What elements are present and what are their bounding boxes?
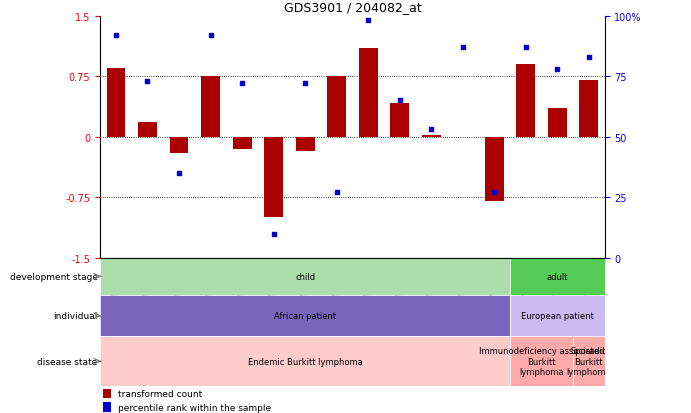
Bar: [258, 258, 290, 259]
Bar: [296, 137, 314, 152]
Point: [331, 190, 342, 196]
Bar: [321, 258, 352, 259]
Bar: [103, 389, 111, 398]
Point: [426, 127, 437, 133]
Bar: [573, 258, 605, 259]
Point: [552, 66, 563, 73]
Text: European patient: European patient: [521, 311, 594, 320]
Bar: [100, 337, 510, 386]
Bar: [227, 258, 258, 259]
Bar: [510, 295, 605, 337]
Text: percentile rank within the sample: percentile rank within the sample: [118, 403, 271, 412]
Bar: [264, 137, 283, 218]
Text: transformed count: transformed count: [118, 389, 202, 398]
Bar: [106, 69, 125, 137]
Bar: [478, 258, 510, 259]
Bar: [415, 258, 447, 259]
Point: [111, 33, 122, 39]
Bar: [510, 258, 605, 295]
Text: African patient: African patient: [274, 311, 337, 320]
Point: [173, 170, 184, 177]
Bar: [516, 65, 536, 137]
Bar: [352, 258, 384, 259]
Point: [268, 230, 279, 237]
Text: Immunodeficiency associated
Burkitt
lymphoma: Immunodeficiency associated Burkitt lymp…: [479, 347, 605, 376]
Bar: [542, 258, 573, 259]
Point: [457, 45, 468, 51]
Text: child: child: [295, 272, 315, 281]
Text: individual: individual: [53, 311, 97, 320]
Bar: [384, 258, 415, 259]
Bar: [138, 123, 157, 137]
Bar: [359, 49, 377, 137]
Bar: [100, 258, 510, 295]
Bar: [422, 136, 441, 137]
Text: Sporadic
Burkitt
lymphoma: Sporadic Burkitt lymphoma: [567, 347, 611, 376]
Bar: [510, 258, 542, 259]
Bar: [103, 402, 111, 412]
Point: [300, 81, 311, 88]
Bar: [485, 137, 504, 202]
Bar: [447, 258, 478, 259]
Bar: [100, 258, 132, 259]
Point: [205, 33, 216, 39]
Title: GDS3901 / 204082_at: GDS3901 / 204082_at: [283, 1, 422, 14]
Point: [363, 18, 374, 25]
Bar: [169, 137, 189, 154]
Text: Endemic Burkitt lymphoma: Endemic Burkitt lymphoma: [248, 357, 363, 366]
Bar: [548, 109, 567, 137]
Bar: [195, 258, 226, 259]
Point: [394, 98, 405, 104]
Point: [236, 81, 247, 88]
Text: disease state: disease state: [37, 357, 97, 366]
Bar: [327, 77, 346, 137]
Point: [489, 190, 500, 196]
Point: [583, 54, 594, 61]
Text: adult: adult: [547, 272, 568, 281]
Bar: [163, 258, 195, 259]
Bar: [201, 77, 220, 137]
Bar: [100, 295, 510, 337]
Text: development stage: development stage: [10, 272, 97, 281]
Point: [142, 78, 153, 85]
Bar: [233, 137, 252, 150]
Bar: [390, 104, 409, 137]
Bar: [132, 258, 163, 259]
Bar: [510, 337, 573, 386]
Bar: [579, 81, 598, 137]
Bar: [573, 337, 605, 386]
Bar: [290, 258, 321, 259]
Point: [520, 45, 531, 51]
